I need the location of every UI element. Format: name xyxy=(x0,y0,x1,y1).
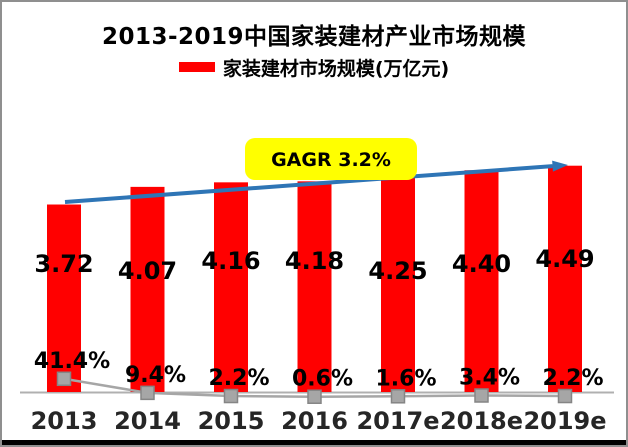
growth-percent-label-2013: 41.4% xyxy=(34,349,110,374)
legend-swatch-icon xyxy=(178,62,215,72)
bar-value-label-2017e: 4.25 xyxy=(368,257,427,285)
x-tick-label-2014: 2014 xyxy=(114,407,181,435)
growth-percent-label-2017e: 1.6% xyxy=(375,366,436,391)
cagr-annotation-label: GAGR 3.2% xyxy=(271,149,391,171)
trend-arrow-head-icon xyxy=(552,160,568,172)
bar-2018e xyxy=(464,170,499,392)
growth-percent-label-2016: 0.6% xyxy=(292,367,353,392)
bar-value-label-2016: 4.18 xyxy=(285,247,344,275)
cagr-annotation-box xyxy=(245,138,417,180)
x-tick-label-2015: 2015 xyxy=(198,407,265,435)
legend-label: 家装建材市场规模(万亿元) xyxy=(222,57,450,80)
growth-marker-2017e xyxy=(390,389,406,404)
growth-marker-2014 xyxy=(140,385,155,401)
bar-value-label-2014: 4.07 xyxy=(118,257,177,285)
bar-2019e xyxy=(548,165,582,392)
bar-2013 xyxy=(47,204,81,392)
growth-marker-2015 xyxy=(223,388,239,404)
bar-2016 xyxy=(297,181,332,392)
growth-marker-2019e xyxy=(557,388,573,404)
trend-arrow-line xyxy=(64,164,553,204)
bar-2014 xyxy=(130,186,165,392)
x-tick-label-2017e: 2017e xyxy=(356,407,439,435)
bottom-black-bar xyxy=(2,440,626,445)
bar-value-label-2015: 4.16 xyxy=(201,247,260,275)
bar-value-label-2018e: 4.40 xyxy=(452,250,511,278)
growth-marker-2016 xyxy=(307,389,322,404)
x-tick-label-2018e: 2018e xyxy=(440,407,523,435)
chart-legend: 家装建材市场规模(万亿元) xyxy=(2,55,626,80)
chart-title: 2013-2019中国家装建材产业市场规模 xyxy=(101,24,527,50)
growth-marker-2018e xyxy=(474,388,489,403)
growth-percent-label-2018e: 3.4% xyxy=(459,366,520,391)
growth-percent-label-2015: 2.2% xyxy=(208,366,269,391)
growth-percent-label-2014: 9.4% xyxy=(125,363,186,388)
bar-value-label-2019e: 4.49 xyxy=(535,245,594,273)
bar-2015 xyxy=(214,182,248,392)
bar-2017e xyxy=(381,177,415,392)
growth-marker-2013 xyxy=(56,371,72,387)
x-tick-label-2019e: 2019e xyxy=(523,407,606,435)
x-tick-label-2016: 2016 xyxy=(281,407,348,435)
growth-percent-label-2019e: 2.2% xyxy=(542,366,603,391)
bar-value-label-2013: 3.72 xyxy=(34,250,93,278)
x-tick-label-2013: 2013 xyxy=(31,407,98,435)
